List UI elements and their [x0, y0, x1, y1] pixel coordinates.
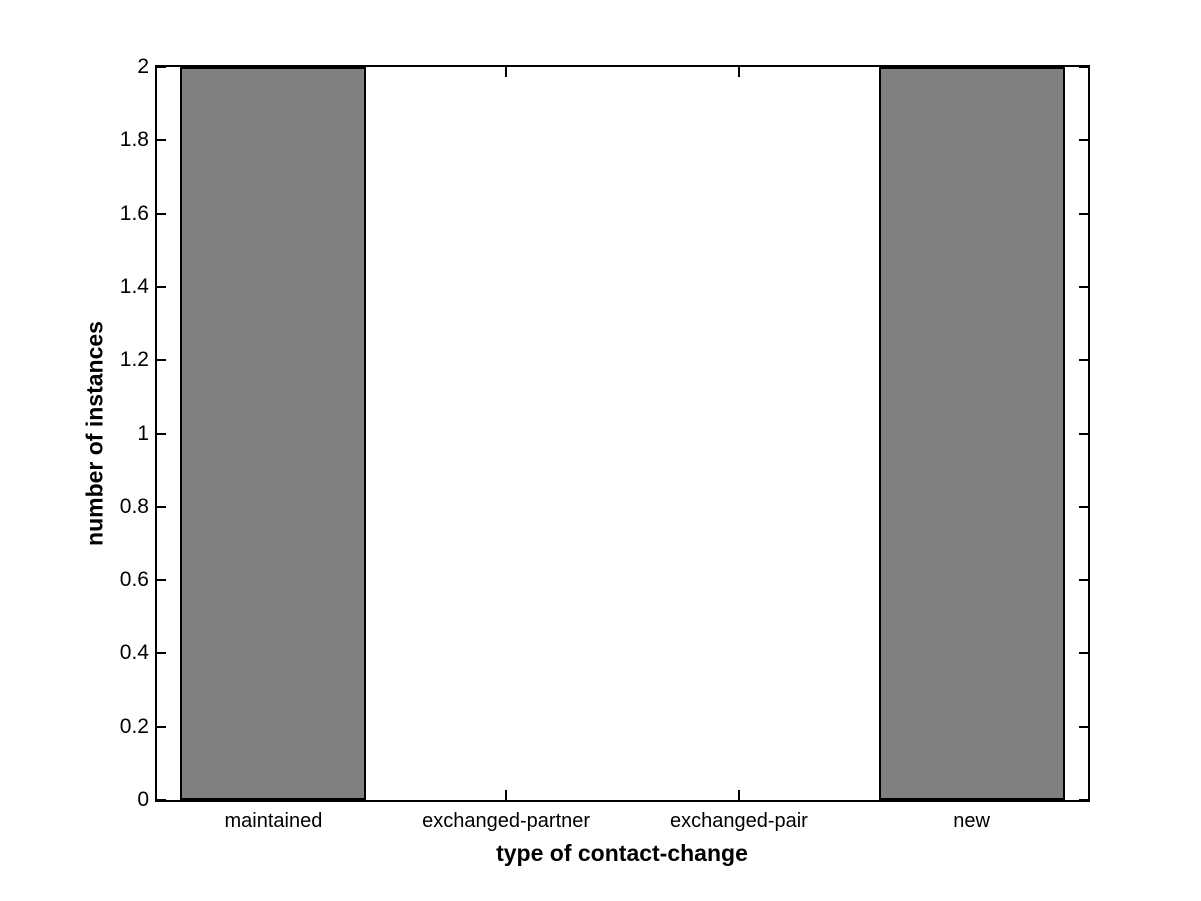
y-tick-label: 0.6: [119, 568, 149, 592]
y-tick-right: [1079, 359, 1088, 362]
y-tick-left: [157, 432, 166, 435]
y-tick-left: [157, 505, 166, 508]
x-tick-top: [505, 67, 508, 77]
y-tick-right: [1079, 66, 1088, 68]
x-tick-bottom: [737, 790, 740, 800]
x-tick-top: [737, 67, 740, 77]
x-tick-label: exchanged-partner: [422, 810, 591, 832]
y-tick-right: [1079, 579, 1088, 582]
y-tick-label: 0.4: [119, 641, 149, 665]
x-tick-label: exchanged-pair: [669, 810, 808, 832]
plot-area: [155, 65, 1090, 802]
y-tick-right: [1079, 139, 1088, 142]
y-tick-left: [157, 66, 166, 68]
y-tick-right: [1079, 505, 1088, 508]
x-tick-label: maintained: [224, 810, 323, 832]
x-tick-bottom: [505, 790, 508, 800]
y-tick-label: 1.8: [119, 128, 149, 152]
x-axis-label: type of contact-change: [496, 840, 748, 866]
y-tick-right: [1079, 799, 1088, 801]
y-tick-label: 1: [137, 421, 149, 445]
y-tick-left: [157, 579, 166, 582]
y-tick-right: [1079, 285, 1088, 288]
y-tick-right: [1079, 432, 1088, 435]
y-tick-label: 2: [137, 55, 149, 78]
y-tick-right: [1079, 725, 1088, 728]
y-tick-label: 1.6: [119, 201, 149, 225]
y-tick-left: [157, 139, 166, 142]
y-tick-left: [157, 285, 166, 288]
y-tick-label: 0.8: [119, 494, 149, 518]
y-tick-label: 0: [137, 788, 149, 811]
y-tick-right: [1079, 212, 1088, 215]
y-tick-label: 0.2: [119, 714, 149, 738]
y-tick-right: [1079, 652, 1088, 655]
y-tick-left: [157, 652, 166, 655]
bar-new: [878, 67, 1065, 800]
y-tick-left: [157, 212, 166, 215]
x-tick-label: new: [953, 810, 990, 832]
y-tick-left: [157, 359, 166, 362]
y-tick-label: 1.4: [119, 274, 149, 298]
y-tick-label: 1.2: [119, 348, 149, 372]
y-tick-left: [157, 799, 166, 801]
bar-maintained: [180, 67, 367, 800]
y-tick-left: [157, 725, 166, 728]
